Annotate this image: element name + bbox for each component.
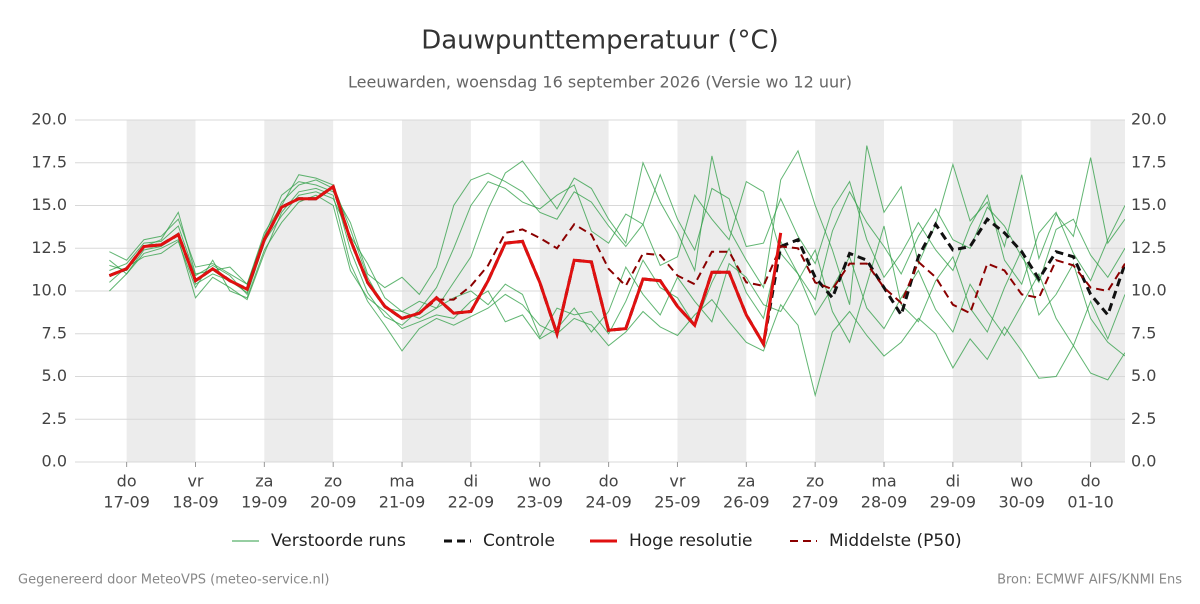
x-tick-label: vr [669,472,685,491]
x-tick-label: do [1081,472,1101,491]
x-tick-date: 24-09 [585,493,632,512]
x-tick-label: di [946,472,961,491]
ensemble-line [109,191,1125,347]
x-tick-date: 29-09 [930,493,977,512]
x-tick-label: do [117,472,137,491]
x-tick-date: 20-09 [310,493,357,512]
y-tick-label: 17.5 [31,152,67,171]
x-tick-label: ma [871,472,896,491]
y-tick-label: 10.0 [31,281,67,300]
legend-label: Hoge resolutie [629,531,753,551]
legend-label: Middelste (P50) [829,531,962,551]
x-tick-label: za [255,472,273,491]
x-tick-date: 21-09 [379,493,426,512]
y-tick-label: 2.5 [42,409,67,428]
x-tick-label: zo [806,472,824,491]
y-tick-label: 20.0 [31,110,67,129]
x-tick-label: ma [389,472,414,491]
y2-tick-label: 5.0 [1131,366,1156,385]
y2-tick-label: 2.5 [1131,409,1156,428]
footer-left: Gegenereerd door MeteoVPS (meteo-service… [18,573,329,588]
x-tick-label: wo [528,472,551,491]
x-tick-date: 28-09 [861,493,908,512]
y-tick-label: 15.0 [31,195,67,214]
y-tick-label: 12.5 [31,238,67,257]
y-tick-label: 7.5 [42,323,67,342]
x-tick-date: 18-09 [172,493,219,512]
x-tick-label: di [464,472,479,491]
ensemble-line [109,194,1125,357]
y2-tick-label: 17.5 [1131,152,1167,171]
x-tick-label: do [599,472,619,491]
ensemble-line [109,179,1125,326]
x-tick-date: 22-09 [448,493,495,512]
chart-title: Dauwpunttemperatuur (°C) [421,26,779,56]
legend-label: Controle [483,531,555,551]
y-tick-label: 5.0 [42,366,67,385]
y-tick-label: 0.0 [42,452,67,471]
x-tick-date: 25-09 [654,493,701,512]
series-line [108,184,783,349]
footer-right: Bron: ECMWF AIFS/KNMI Ens [997,573,1182,588]
y2-tick-label: 12.5 [1131,238,1167,257]
ensemble-line [109,187,1125,398]
x-tick-label: zo [324,472,342,491]
y2-tick-label: 10.0 [1131,281,1167,300]
y2-tick-label: 7.5 [1131,323,1156,342]
x-tick-label: vr [187,472,203,491]
y2-tick-label: 15.0 [1131,195,1167,214]
x-tick-date: 17-09 [103,493,150,512]
x-tick-label: za [737,472,755,491]
x-tick-date: 19-09 [241,493,288,512]
x-tick-date: 27-09 [792,493,839,512]
x-tick-date: 30-09 [998,493,1045,512]
x-tick-label: wo [1010,472,1033,491]
x-tick-date: 01-10 [1067,493,1114,512]
y2-tick-label: 0.0 [1131,452,1156,471]
chart-subtitle: Leeuwarden, woensdag 16 september 2026 (… [348,73,852,92]
x-tick-date: 26-09 [723,493,770,512]
x-tick-date: 23-09 [517,493,564,512]
legend-label: Verstoorde runs [271,531,406,551]
y2-tick-label: 20.0 [1131,110,1167,129]
ensemble-line [109,172,1125,296]
